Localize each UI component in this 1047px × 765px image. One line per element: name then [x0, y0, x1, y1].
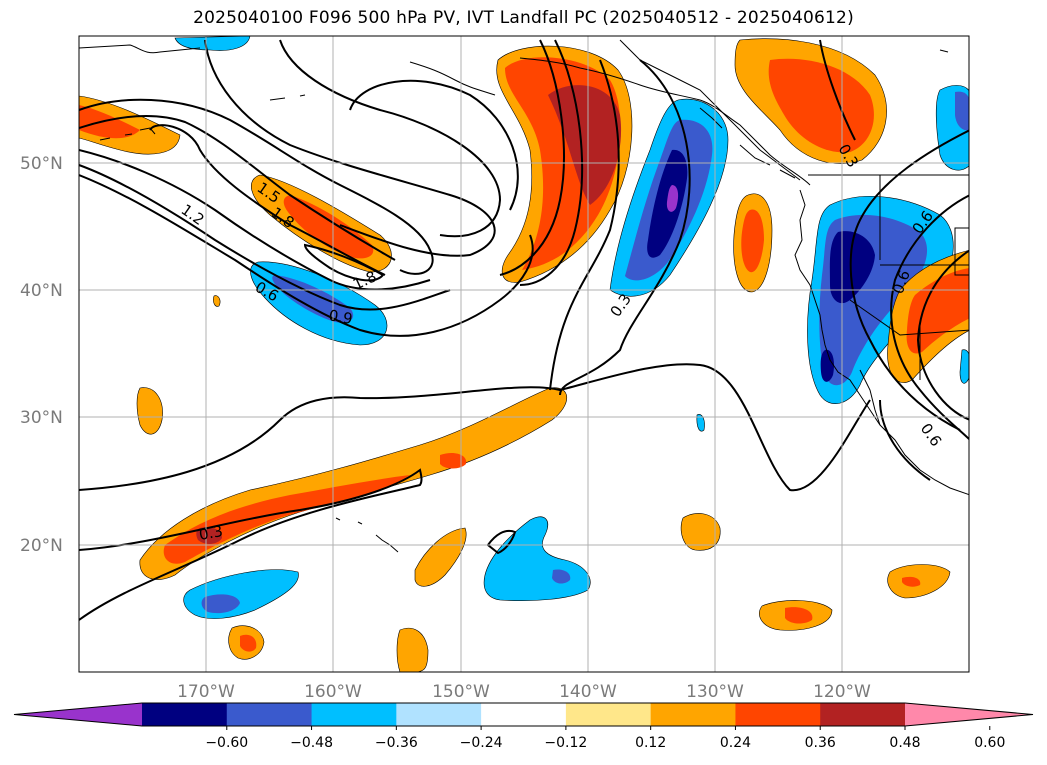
map-plot-area: 1.5 1.8 1.2 1.8 0.6 0.9 0.3 0.3 0.3 0.6 … — [79, 36, 969, 672]
colorbar-extend-high — [905, 703, 1033, 726]
colorbar-tick-label: 0.36 — [805, 735, 836, 751]
lon-label-130w: 130°W — [686, 682, 744, 702]
colorbar-tick-label: −0.12 — [544, 735, 587, 751]
contour-label: 0.9 — [327, 306, 354, 328]
lon-label-120w: 120°W — [813, 682, 871, 702]
colorbar-segment — [565, 703, 652, 726]
lat-label-30n: 30°N — [20, 408, 63, 428]
colorbar-tick-label: 0.60 — [974, 735, 1005, 751]
colorbar-segment — [226, 703, 313, 726]
longitude-axis: 170°W 160°W 150°W 140°W 130°W 120°W — [177, 682, 871, 702]
colorbar-segment — [650, 703, 736, 726]
colorbar-segment — [142, 703, 228, 726]
pv-contours — [79, 39, 969, 621]
latitude-axis: 20°N 30°N 40°N 50°N — [20, 154, 63, 556]
colorbar-segment — [820, 703, 906, 726]
map-title: 2025040100 F096 500 hPa PV, IVT Landfall… — [193, 8, 854, 28]
lon-label-150w: 150°W — [432, 682, 490, 702]
gridlines — [79, 36, 969, 672]
colorbar-tick-label: 0.24 — [720, 735, 751, 751]
lat-label-40n: 40°N — [20, 281, 63, 301]
lat-label-50n: 50°N — [20, 154, 63, 174]
lon-label-170w: 170°W — [177, 682, 235, 702]
colorbar-tick-label: 0.48 — [889, 735, 920, 751]
colorbar-tick-label: −0.24 — [460, 735, 503, 751]
colorbar-outline — [13, 702, 1034, 727]
colorbar-tick-label: −0.60 — [205, 735, 248, 751]
plot-frame — [78, 35, 970, 673]
lon-label-160w: 160°W — [304, 682, 362, 702]
lon-label-140w: 140°W — [559, 682, 617, 702]
shaded-fields — [79, 36, 969, 672]
contour-label: 0.3 — [198, 522, 225, 544]
colorbar-tick-label: 0.12 — [635, 735, 666, 751]
colorbar-segment — [735, 703, 821, 726]
lat-label-20n: 20°N — [20, 536, 63, 556]
colorbar-tick-label: −0.36 — [375, 735, 418, 751]
colorbar-tick-label: −0.48 — [290, 735, 333, 751]
colorbar-segment — [481, 703, 567, 726]
colorbar-segment — [396, 703, 482, 726]
colorbar-segment — [311, 703, 397, 726]
colorbar: −0.60 −0.48 −0.36 −0.24 −0.12 0.12 0.24 0.36 0.4… — [13, 702, 1034, 751]
colorbar-extend-low — [14, 703, 142, 726]
